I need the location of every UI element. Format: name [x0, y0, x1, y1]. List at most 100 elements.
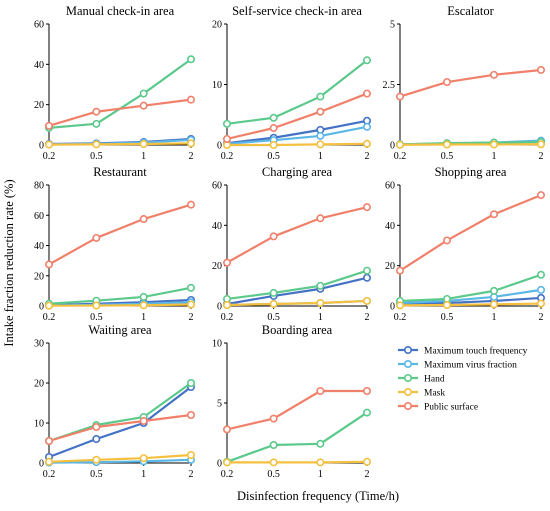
y-tick-label: 60	[212, 181, 222, 192]
y-tick-label: 0	[390, 302, 395, 313]
panel-title: Boarding area	[262, 323, 333, 337]
data-point	[362, 56, 371, 65]
data-point	[362, 386, 371, 395]
legend-label: Maximum virus fraction	[424, 360, 517, 371]
x-axis-label: Disinfection frequency (Time/h)	[237, 489, 399, 503]
data-point	[316, 107, 325, 116]
panel-title: Charging area	[262, 165, 333, 179]
y-tick-label: 5	[390, 20, 395, 31]
y-tick-label: 10	[34, 419, 44, 430]
legend-marker	[403, 359, 412, 368]
series-mask	[223, 139, 371, 150]
x-tick-label: 2	[189, 312, 194, 323]
y-tick-label: 10	[212, 80, 222, 91]
panel-boarding-area: Boarding area 0 5 10 0.2 0.5 1 2	[212, 323, 371, 480]
data-point	[187, 139, 196, 148]
data-point	[223, 425, 232, 434]
series-line	[48, 453, 192, 463]
y-tick-label: 0	[217, 302, 222, 313]
data-point	[362, 122, 371, 131]
series-line	[399, 302, 542, 307]
x-tick-label: 1	[141, 151, 146, 162]
series-line	[48, 286, 192, 305]
data-point	[44, 140, 53, 149]
data-point	[395, 92, 404, 101]
data-point	[92, 455, 101, 464]
panel-restaurant: Restaurant 0 20 40 60 80 0.2 0.5 1 2	[34, 165, 196, 323]
data-point	[139, 301, 148, 310]
series-line	[48, 303, 192, 307]
series-public-surface	[44, 200, 196, 269]
legend-item-maximum-virus-fraction: Maximum virus fraction	[398, 360, 517, 371]
y-tick-label: 20	[212, 261, 222, 272]
data-point	[269, 440, 278, 449]
series-line	[226, 299, 368, 307]
data-point	[442, 236, 451, 245]
legend-item-public-surface: Public surface	[398, 402, 478, 413]
y-tick-label: 20	[34, 271, 44, 282]
data-point	[316, 386, 325, 395]
x-tick-label: 1	[141, 469, 146, 480]
legend-label: Hand	[424, 375, 445, 385]
panel-shopping-area: Shopping area 0 20 40 60 0.2 0.5 1 2	[385, 165, 545, 323]
series-line	[226, 92, 368, 141]
data-point	[44, 121, 53, 130]
y-tick-label: 0	[39, 141, 44, 152]
data-point	[362, 266, 371, 275]
data-point	[44, 436, 53, 445]
series-line	[48, 386, 192, 459]
legend-marker	[403, 373, 412, 382]
y-tick-label: 20	[34, 100, 44, 111]
series-public-surface	[395, 191, 545, 275]
y-tick-label: 20	[385, 261, 395, 272]
data-point	[442, 300, 451, 309]
series-mask	[395, 299, 545, 310]
x-tick-label: 2	[365, 151, 370, 162]
y-tick-label: 30	[34, 339, 44, 350]
data-point	[362, 408, 371, 417]
data-point	[269, 113, 278, 122]
data-point	[187, 283, 196, 292]
y-tick-label: 5	[217, 399, 222, 410]
data-point	[44, 301, 53, 310]
series-line	[226, 389, 367, 431]
x-tick-label: 0.2	[43, 151, 56, 162]
data-point	[139, 292, 148, 301]
data-point	[316, 439, 325, 448]
data-point	[269, 141, 278, 150]
series-mask	[395, 140, 545, 149]
series-line	[48, 413, 192, 443]
legend-label: Maximum touch frequency	[424, 346, 528, 357]
data-point	[316, 458, 325, 467]
panel-title: Waiting area	[88, 323, 152, 337]
legend-marker	[403, 387, 412, 396]
series-line	[226, 125, 368, 145]
legend-marker	[403, 401, 412, 410]
series-public-surface	[44, 95, 196, 130]
y-tick-label: 40	[34, 60, 44, 71]
panel-waiting-area: Waiting area 0 10 20 30 0.2 0.5 1 2	[34, 323, 196, 480]
y-axis-label: Intake fraction reduction rate (%)	[2, 179, 16, 346]
series-line	[48, 58, 192, 129]
data-point	[316, 92, 325, 101]
data-point	[139, 101, 148, 110]
data-point	[139, 139, 148, 148]
series-mask	[44, 450, 196, 466]
data-point	[44, 260, 53, 269]
series-line	[399, 273, 542, 303]
panel-manual-check-in-area: Manual check-in area 0 20 40 60 0.2 0.5 1 2	[34, 4, 196, 162]
series-public-surface	[223, 203, 371, 267]
x-tick-label: 0.5	[267, 469, 280, 480]
panel-title: Self-service check-in area	[232, 4, 362, 18]
series-hand	[223, 56, 371, 128]
series-line	[226, 276, 368, 306]
series-mask	[223, 457, 371, 467]
y-tick-label: 20	[34, 379, 44, 390]
legend: Maximum touch frequency Maximum virus fra…	[398, 346, 528, 413]
x-tick-label: 2	[365, 469, 370, 480]
data-point	[187, 95, 196, 104]
data-point	[269, 299, 278, 308]
x-tick-label: 0.5	[267, 312, 280, 323]
legend-label: Public surface	[424, 402, 478, 413]
